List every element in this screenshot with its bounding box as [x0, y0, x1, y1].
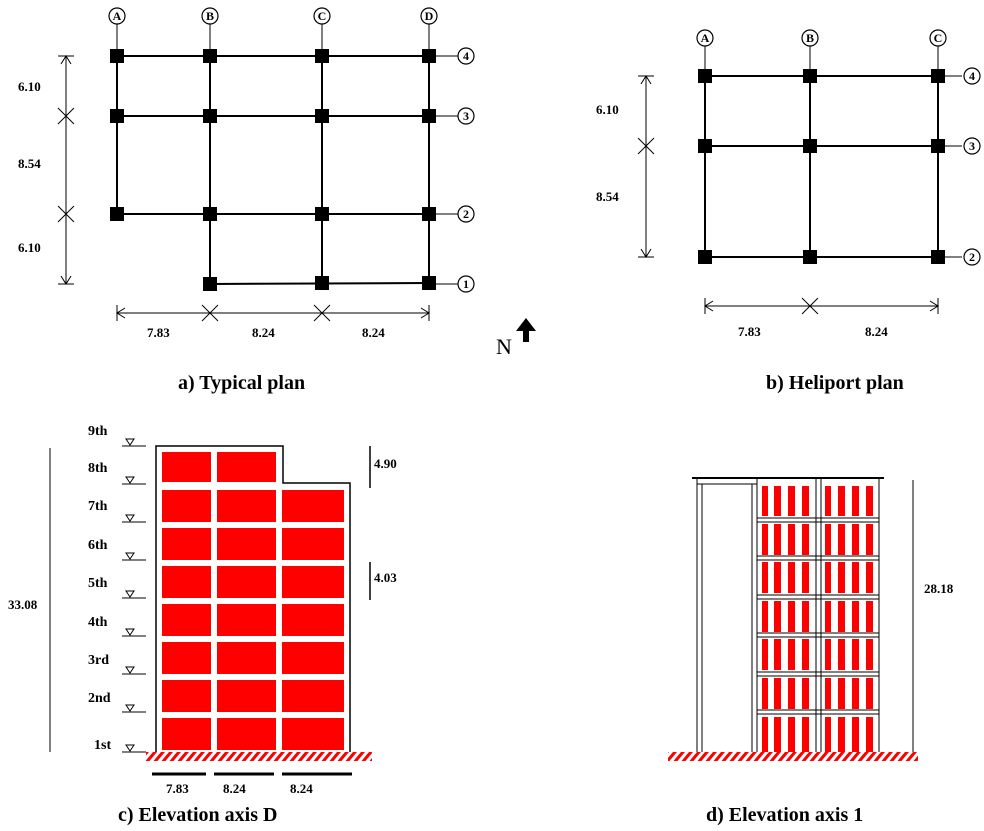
svg-text:1: 1: [463, 277, 469, 291]
svg-text:3: 3: [463, 109, 469, 123]
elevation-d-infill-panels: [162, 452, 344, 750]
svg-text:B: B: [806, 31, 814, 45]
heliport-grid-bubble-A: A: [696, 29, 714, 47]
caption-elevation-axis-d: c) Elevation axis D: [118, 804, 277, 826]
heliport-dim-6.10: 6.10: [596, 102, 619, 117]
typical-plan-beams: [116, 55, 430, 285]
dim-6.10-bottom: 6.10: [18, 240, 41, 255]
caption-heliport-plan: b) Heliport plan: [766, 372, 904, 394]
grid-bubble-1: 1: [457, 275, 475, 293]
heliport-plan-leaders: [704, 46, 962, 258]
svg-text:C: C: [934, 31, 943, 45]
heliport-dim-8.54: 8.54: [596, 189, 619, 204]
grid-bubble-B: B: [201, 7, 219, 25]
heliport-dim-7.83: 7.83: [738, 324, 761, 339]
elevation-1-frame: [692, 477, 884, 752]
typical-plan: A B C D 4 3 2 1 6.10 8.54 6.10: [18, 7, 536, 394]
elevation-axis-1: 28.18 d) Elevation axis 1: [668, 477, 954, 826]
svg-text:3: 3: [969, 139, 975, 153]
grid-bubble-C: C: [313, 7, 331, 25]
typical-plan-horizontal-dimension: [116, 304, 430, 322]
grid-bubble-2: 2: [457, 205, 475, 223]
svg-text:A: A: [701, 31, 710, 45]
heliport-grid-bubble-3: 3: [963, 137, 981, 155]
dim-8.24-right: 8.24: [362, 325, 385, 340]
heliport-plan: A B C 4 3 2 6.10 8.54 7.83 8.24 b) Helip…: [596, 29, 981, 394]
floor-label-7th: 7th: [88, 499, 108, 514]
bay-width-7.83: 7.83: [166, 781, 189, 796]
svg-text:D: D: [425, 9, 434, 23]
floor-label-9th: 9th: [88, 424, 108, 439]
bay-width-8.24-right: 8.24: [290, 781, 313, 796]
floor-label-6th: 6th: [88, 538, 108, 553]
elevation-d-outline: [155, 445, 351, 752]
caption-typical-plan: a) Typical plan: [178, 372, 305, 394]
floor-level-markers: [122, 438, 146, 753]
heliport-dim-8.24: 8.24: [865, 324, 888, 339]
typical-plan-columns: [110, 49, 436, 291]
dim-6.10-top: 6.10: [18, 79, 41, 94]
elevation-axis-d: 9th 8th 7th 6th 5th 4th 3rd 2nd 1st 33.0…: [8, 424, 397, 826]
floor-label-8th: 8th: [88, 461, 108, 476]
heliport-grid-bubble-B: B: [801, 29, 819, 47]
elevation-d-ground: [146, 752, 372, 761]
floor-label-2nd: 2nd: [88, 691, 111, 706]
svg-text:A: A: [113, 9, 122, 23]
dim-8.24-left: 8.24: [252, 325, 275, 340]
grid-bubble-4: 4: [457, 47, 475, 65]
bay-width-8.24-left: 8.24: [223, 781, 246, 796]
north-label: N: [496, 334, 512, 359]
svg-text:4: 4: [969, 69, 975, 83]
floor-label-5th: 5th: [88, 576, 108, 591]
dim-7.83: 7.83: [147, 325, 170, 340]
dim-8.54: 8.54: [18, 156, 41, 171]
caption-elevation-axis-1: d) Elevation axis 1: [706, 804, 863, 826]
floor-label-3rd: 3rd: [88, 653, 109, 668]
floor-label-4th: 4th: [88, 615, 108, 630]
svg-text:C: C: [318, 9, 327, 23]
heliport-plan-columns: [698, 69, 945, 264]
elevation-1-height-label: 28.18: [924, 581, 954, 596]
typical-plan-leaders: [116, 24, 458, 285]
heliport-grid-bubble-C: C: [929, 29, 947, 47]
heliport-plan-beams: [704, 75, 939, 258]
heliport-vertical-dimension: [637, 75, 655, 258]
floor-label-1st: 1st: [94, 738, 111, 753]
heliport-horizontal-dimension: [704, 297, 939, 315]
elevation-1-ground: [668, 752, 918, 761]
typical-plan-vertical-dimension: [57, 55, 75, 285]
svg-text:4: 4: [463, 49, 469, 63]
total-height-label: 33.08: [8, 597, 38, 612]
svg-text:2: 2: [969, 250, 975, 264]
svg-text:2: 2: [463, 207, 469, 221]
svg-text:B: B: [206, 9, 214, 23]
heliport-grid-bubble-4: 4: [963, 67, 981, 85]
grid-bubble-3: 3: [457, 107, 475, 125]
grid-bubble-D: D: [420, 7, 438, 25]
north-arrow-icon: [516, 318, 536, 342]
grid-bubble-A: A: [108, 7, 126, 25]
heliport-grid-bubble-2: 2: [963, 248, 981, 266]
elevation-1-infill: [762, 486, 873, 752]
typical-storey-height-label: 4.03: [374, 570, 397, 585]
top-storey-height-label: 4.90: [374, 456, 397, 471]
